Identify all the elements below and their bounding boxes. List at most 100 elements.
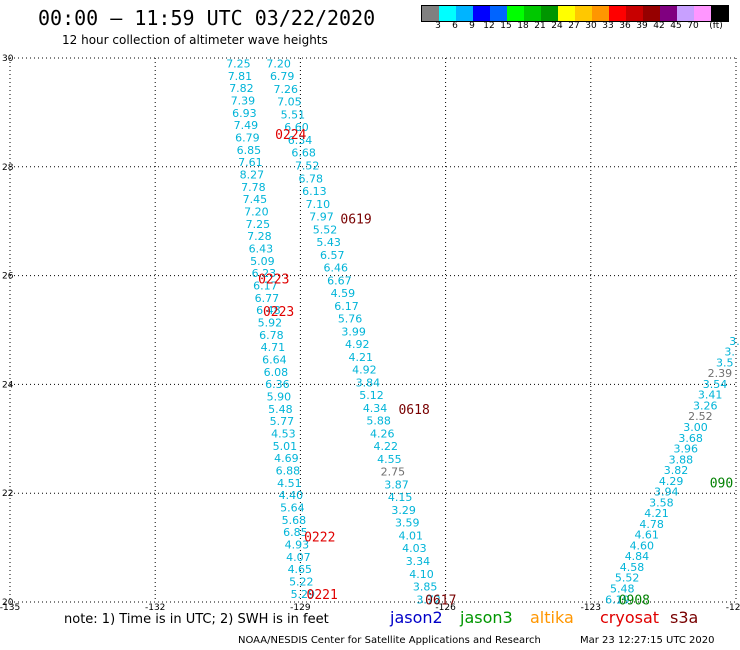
wave-height-value: 7.61: [238, 156, 263, 169]
wave-height-value: 4.65: [288, 563, 313, 576]
wave-height-value: 7.25: [246, 218, 271, 231]
wave-height-value: 5.90: [267, 390, 292, 403]
lon-tick-label: -120: [726, 603, 740, 613]
wave-height-value: 7.39: [231, 94, 256, 107]
lon-tick-label: -123: [581, 603, 601, 613]
pass-time-label: 0618: [398, 403, 429, 418]
wave-height-value: 7.82: [229, 82, 254, 95]
wave-height-value: 6.57: [320, 249, 345, 262]
scale-label: 6: [452, 21, 458, 31]
scale-swatch: [609, 6, 626, 21]
wave-height-value: 7.78: [241, 181, 266, 194]
pass-time-label: 0223: [263, 305, 294, 320]
pass-time-label: 0222: [304, 531, 335, 546]
wave-height-value: 4.92: [352, 364, 377, 377]
wave-height-value: 3.82: [664, 464, 689, 477]
wave-height-value: 4.71: [261, 341, 286, 354]
wave-height-value: 6.64: [262, 353, 287, 366]
wave-height-value: 3.: [729, 335, 740, 348]
scale-label: 18: [517, 21, 529, 31]
legend-item-altika: altika: [530, 608, 574, 627]
wave-height-value: 5.68: [282, 514, 307, 527]
pass-time-label: 090: [710, 476, 733, 491]
wave-height-value: 6.08: [264, 366, 289, 379]
wave-height-value: 6.79: [235, 131, 260, 144]
wave-height-value: 2.75: [381, 466, 406, 479]
wave-height-value: 4.22: [374, 440, 399, 453]
scale-label: 27: [568, 21, 580, 31]
wave-height-value: 4.29: [659, 475, 684, 488]
lat-tick-label: 22: [2, 489, 13, 499]
wave-height-value: 7.28: [247, 230, 272, 243]
wave-height-value: 6.36: [265, 378, 290, 391]
wave-height-value: 3.84: [356, 376, 381, 389]
wave-height-value: 6.13: [302, 185, 327, 198]
wave-height-value: 4.84: [625, 550, 650, 563]
wave-height-value: 4.03: [402, 542, 427, 555]
scale-label: 45: [670, 21, 682, 31]
wave-height-value: 4.92: [345, 338, 370, 351]
lon-tick-label: -132: [145, 603, 165, 613]
wave-height-value: 4.69: [274, 452, 299, 465]
wave-height-value: 3.59: [395, 517, 420, 530]
lat-tick-label: 26: [2, 272, 14, 282]
wave-height-value: 7.52: [295, 160, 320, 173]
scale-swatch: [711, 6, 728, 21]
scale-label: (ft): [709, 21, 723, 31]
wave-height-value: 3.: [724, 346, 735, 359]
wave-height-value: 4.53: [271, 427, 296, 440]
wave-height-value: 6.88: [276, 464, 301, 477]
wave-height-value: 5.64: [280, 501, 305, 514]
wave-height-value: 6.93: [232, 107, 257, 120]
wave-height-value: 3.26: [693, 399, 718, 412]
wave-height-value: 3.41: [698, 389, 723, 402]
wave-height-value: 3.99: [341, 325, 366, 338]
wave-height-value: 3.72: [416, 593, 441, 606]
wave-height-value: 6.48: [256, 304, 281, 317]
scale-swatch: [439, 6, 456, 21]
wave-height-value: 6.17: [253, 279, 278, 292]
wave-height-value: 3.5: [716, 356, 734, 369]
wave-height-value: 4.21: [644, 507, 669, 520]
wave-height-value: 7.97: [309, 211, 334, 224]
wave-height-value: 5.77: [270, 415, 295, 428]
wave-height-value: 5.51: [281, 108, 306, 121]
scale-swatch: [558, 6, 575, 21]
pass-time-label: 0224: [275, 128, 306, 143]
scale-label: 3: [435, 21, 441, 31]
wave-height-value: 4.59: [331, 287, 356, 300]
wave-height-value: 6.67: [327, 274, 352, 287]
wave-height-value: 2.39: [708, 367, 733, 380]
wave-height-value: 4.15: [388, 491, 413, 504]
wave-height-value: 6.43: [249, 242, 274, 255]
wave-height-value: 7.20: [244, 205, 269, 218]
scale-swatch: [422, 6, 439, 21]
wave-height-value: 7.45: [243, 193, 268, 206]
wave-height-value: 4.60: [630, 539, 655, 552]
lat-tick-label: 24: [2, 380, 14, 390]
lon-tick-label: -126: [435, 603, 456, 613]
wave-height-value: 6.78: [259, 329, 284, 342]
scale-label: 36: [619, 21, 631, 31]
wave-height-value: 4.26: [370, 427, 395, 440]
pass-time-label: 0619: [340, 212, 371, 227]
lat-tick-label: 30: [2, 54, 14, 64]
page-subtitle: 12 hour collection of altimeter wave hei…: [62, 33, 328, 47]
wave-height-value: 6.46: [324, 262, 349, 275]
footnote: note: 1) Time is in UTC; 2) SWH is in fe…: [64, 612, 329, 627]
wave-height-value: 6.68: [291, 147, 316, 160]
wave-height-value: 3.34: [406, 555, 431, 568]
wave-height-value: 5.52: [313, 223, 338, 236]
page-title: 00:00 — 11:59 UTC 03/22/2020: [38, 6, 376, 30]
scale-swatch: [575, 6, 592, 21]
wave-height-value: 4.55: [377, 453, 402, 466]
wave-height-value: 6.85: [237, 144, 262, 157]
scale-label: 30: [585, 21, 597, 31]
wave-height-value: 6.77: [255, 292, 280, 305]
scale-swatch: [660, 6, 677, 21]
wave-height-value: 5.12: [359, 389, 384, 402]
wave-height-value: 3.85: [413, 581, 438, 594]
scale-label: 9: [469, 21, 475, 31]
wave-height-value: 7.25: [226, 57, 251, 70]
